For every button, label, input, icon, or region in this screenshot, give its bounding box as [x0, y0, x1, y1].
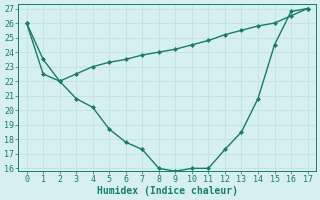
- X-axis label: Humidex (Indice chaleur): Humidex (Indice chaleur): [97, 186, 237, 196]
